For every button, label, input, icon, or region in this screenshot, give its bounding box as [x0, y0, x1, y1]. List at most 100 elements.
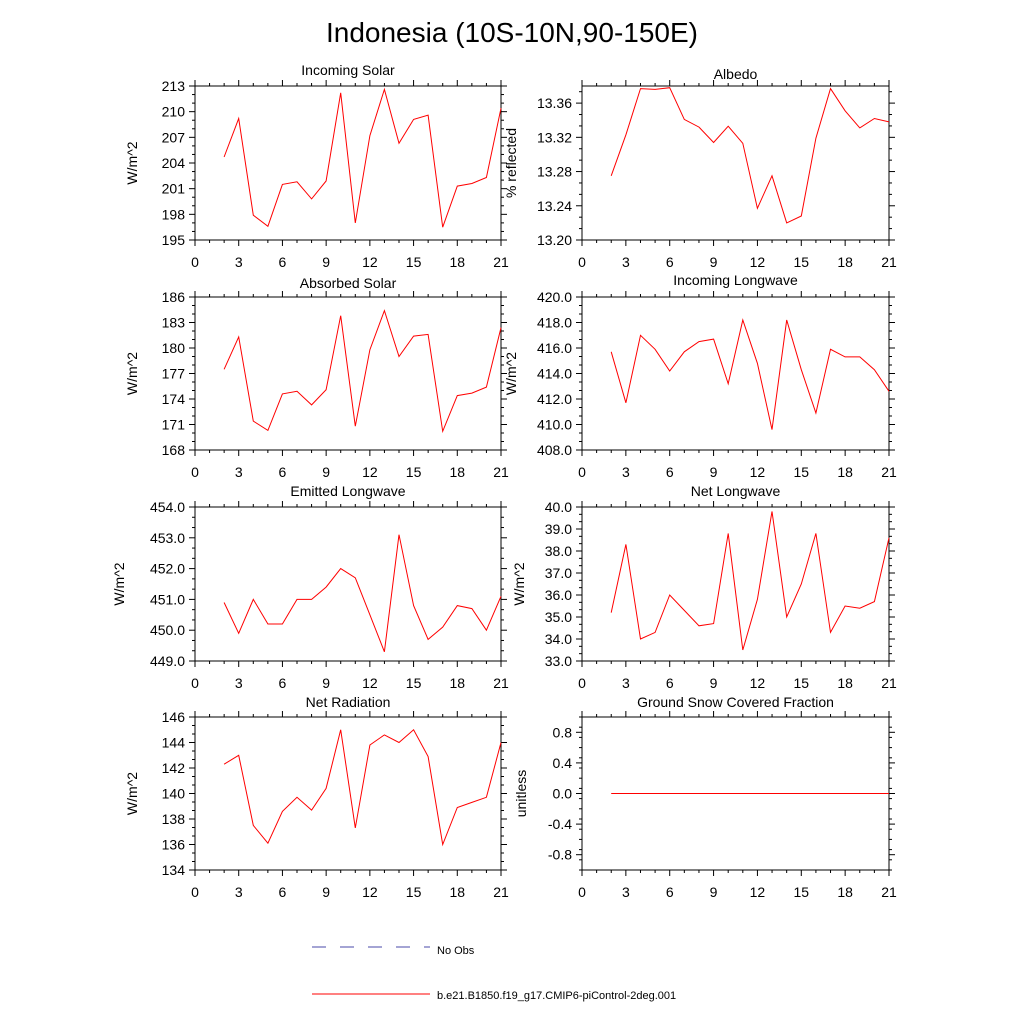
panel-net-radiation: 0 3 6 9 12 15 18 21 134 136 138 140 142 144 146 Net Rad… — [124, 694, 509, 900]
x-tick-label: 6 — [279, 884, 287, 900]
x-tick-label: 18 — [837, 464, 853, 480]
plot-frame — [581, 296, 890, 451]
plot-frame — [194, 506, 502, 662]
y-axis-label: W/m^2 — [124, 772, 140, 815]
x-tick-label: 3 — [622, 675, 630, 691]
x-tick-label: 12 — [750, 254, 766, 270]
series-line-model — [223, 309, 502, 434]
y-tick-label: 183 — [162, 315, 186, 331]
panel-title: Albedo — [714, 66, 758, 82]
series-line-model — [223, 87, 502, 228]
y-tick-label: 418.0 — [537, 315, 572, 331]
panel-ground-snow-covered-fraction: 0 3 6 9 12 15 18 21 -0.8 -0.4 0.0 0.4 0.8 Ground Snow… — [513, 694, 897, 900]
y-tick-label: 33.0 — [545, 653, 572, 669]
y-tick-label: 180 — [162, 340, 186, 356]
panel-title: Incoming Longwave — [673, 272, 798, 288]
x-tick-label: 15 — [793, 675, 809, 691]
y-axis-label: W/m^2 — [124, 352, 140, 395]
y-tick-label: 34.0 — [545, 631, 572, 647]
y-tick-label: 171 — [162, 417, 186, 433]
x-tick-label: 9 — [322, 675, 330, 691]
y-tick-label: 177 — [162, 366, 186, 382]
plot-frame — [194, 85, 502, 241]
panel-title: Absorbed Solar — [300, 275, 397, 291]
x-tick-label: 0 — [191, 884, 199, 900]
x-tick-label: 15 — [406, 254, 422, 270]
x-tick-label: 3 — [235, 254, 243, 270]
panel-absorbed-solar: 0 3 6 9 12 15 18 21 168 171 174 177 180 183 186 Absorbe… — [124, 275, 509, 480]
x-tick-label: 18 — [837, 254, 853, 270]
y-tick-label: 13.24 — [537, 198, 572, 214]
x-tick-label: 0 — [191, 464, 199, 480]
x-tick-label: 21 — [493, 464, 509, 480]
y-tick-label: 13.20 — [537, 232, 572, 248]
x-tick-label: 15 — [793, 884, 809, 900]
y-axis-label: % reflected — [503, 128, 519, 198]
y-tick-label: 198 — [162, 206, 186, 222]
series-line-model — [223, 534, 502, 652]
y-tick-label: 136 — [162, 837, 186, 853]
x-tick-label: 0 — [578, 675, 586, 691]
plot-frame — [581, 506, 890, 662]
x-tick-label: 15 — [406, 464, 422, 480]
y-axis-label: W/m^2 — [111, 562, 127, 605]
x-tick-label: 12 — [750, 464, 766, 480]
y-tick-label: 39.0 — [545, 521, 572, 537]
panel-net-longwave: 0 3 6 9 12 15 18 21 33.0 34.0 35.0 36.0 37.0 38.0 39.0… — [511, 483, 897, 691]
x-tick-label: 18 — [449, 254, 465, 270]
x-tick-label: 3 — [235, 884, 243, 900]
plot-frame — [194, 716, 502, 871]
series-line-model — [223, 729, 502, 847]
y-tick-label: 40.0 — [545, 499, 572, 515]
x-tick-label: 21 — [881, 675, 897, 691]
panels: 0 3 6 9 12 15 18 21195198201204207210213Incomin… — [111, 62, 897, 900]
y-tick-label: 0.0 — [553, 786, 573, 802]
y-tick-label: 37.0 — [545, 565, 572, 581]
panel-title: Incoming Solar — [301, 62, 395, 78]
x-tick-label: 12 — [362, 254, 378, 270]
x-tick-label: 12 — [362, 675, 378, 691]
y-tick-label: 186 — [162, 289, 186, 305]
series-line-model — [610, 87, 890, 224]
x-tick-label: 0 — [578, 254, 586, 270]
x-tick-label: 9 — [710, 884, 718, 900]
x-tick-label: 21 — [881, 254, 897, 270]
x-tick-label: 18 — [449, 464, 465, 480]
x-tick-label: 6 — [666, 884, 674, 900]
panel-title: Ground Snow Covered Fraction — [637, 694, 834, 710]
y-tick-label: 204 — [162, 155, 186, 171]
legend-label-model: b.e21.B1850.f19_g17.CMIP6-piControl-2deg… — [437, 990, 676, 1002]
x-tick-label: 0 — [578, 464, 586, 480]
x-tick-label: 18 — [837, 884, 853, 900]
x-tick-label: 0 — [578, 884, 586, 900]
x-tick-label: 21 — [493, 254, 509, 270]
x-tick-label: 15 — [793, 254, 809, 270]
legend: No Obs b.e21.B1850.f19_g17.CMIP6-piContr… — [312, 945, 676, 1002]
x-tick-label: 6 — [279, 675, 287, 691]
panel-incoming-longwave: 0 3 6 9 12 15 18 21 408.0 410.0 412.0 414.0 416.0 418… — [503, 272, 897, 480]
x-tick-label: 3 — [622, 254, 630, 270]
x-tick-label: 6 — [666, 254, 674, 270]
y-tick-label: -0.4 — [548, 816, 572, 832]
y-tick-label: 144 — [162, 735, 186, 751]
y-tick-label: 453.0 — [150, 530, 185, 546]
panel-title: Net Radiation — [306, 694, 391, 710]
x-tick-label: 18 — [837, 675, 853, 691]
panel-albedo: 0 3 6 9 12 15 18 21 13.20 13.24 13.28 13.32 13.36 Alb… — [503, 66, 897, 270]
x-tick-label: 3 — [622, 464, 630, 480]
y-tick-label: 414.0 — [537, 366, 572, 382]
y-tick-label: 13.28 — [537, 164, 572, 180]
x-tick-label: 15 — [406, 675, 422, 691]
x-tick-label: 21 — [881, 464, 897, 480]
panel-title: Emitted Longwave — [290, 483, 405, 499]
y-tick-label: 420.0 — [537, 289, 572, 305]
x-tick-label: 3 — [235, 675, 243, 691]
x-tick-label: 0 — [191, 254, 199, 270]
x-tick-label: 18 — [449, 675, 465, 691]
y-tick-label: 138 — [162, 811, 186, 827]
x-tick-label: 6 — [279, 464, 287, 480]
y-axis-label: W/m^2 — [503, 352, 519, 395]
x-tick-label: 12 — [362, 464, 378, 480]
series-line-model — [610, 318, 890, 430]
